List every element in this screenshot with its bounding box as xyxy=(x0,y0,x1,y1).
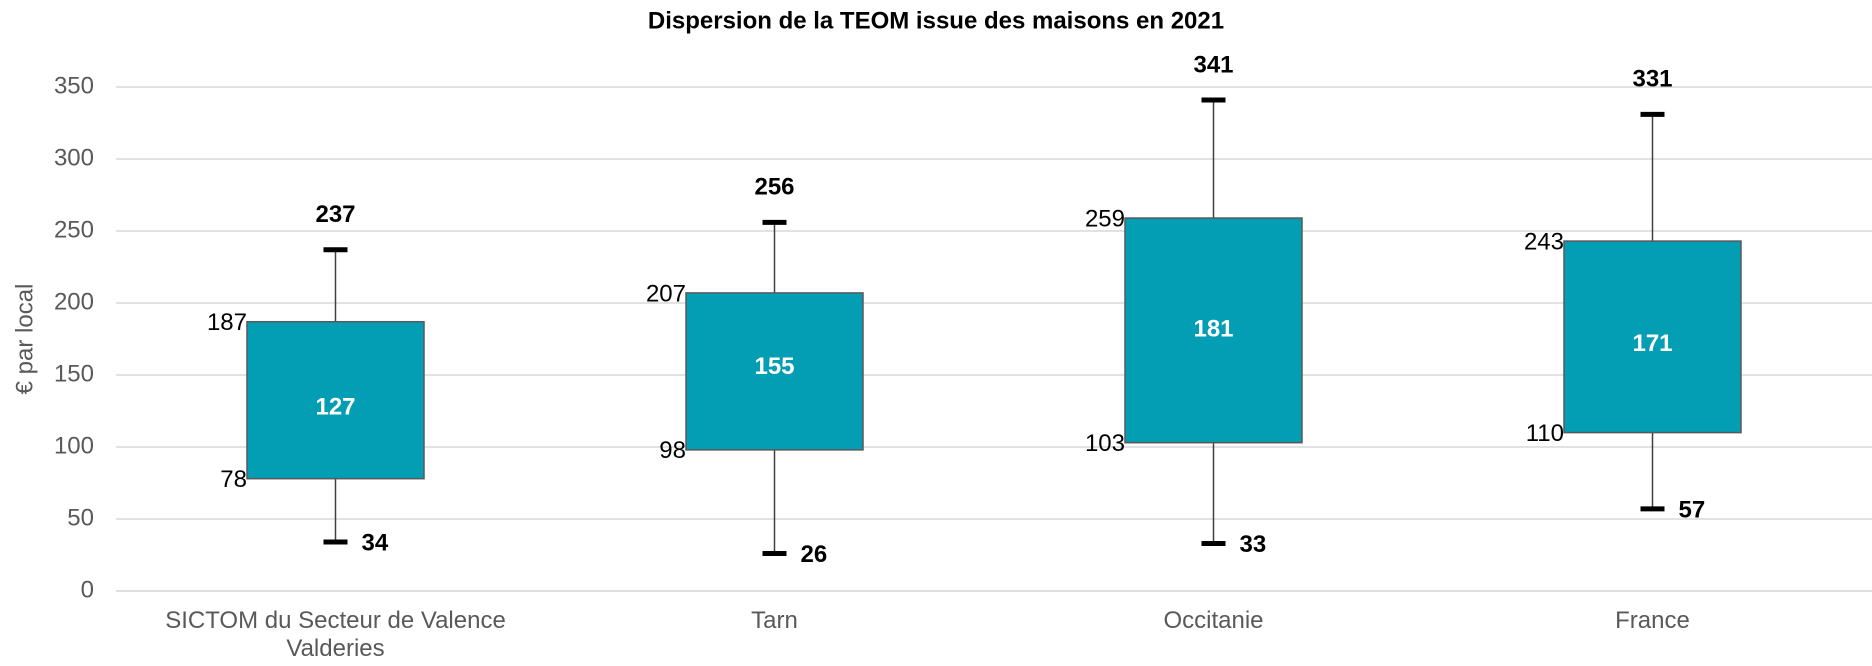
y-axis-label: € par local xyxy=(11,284,38,395)
q1-label: 78 xyxy=(220,466,247,493)
box xyxy=(1124,217,1303,444)
median-label: 171 xyxy=(1632,330,1672,357)
median-label: 181 xyxy=(1193,316,1233,343)
q3-label: 187 xyxy=(207,309,247,336)
max-label: 331 xyxy=(1632,66,1672,93)
y-tick-label: 350 xyxy=(54,72,94,99)
y-tick-label: 200 xyxy=(54,288,94,315)
max-label: 341 xyxy=(1193,51,1233,78)
x-tick-label: Occitanie xyxy=(1163,607,1264,634)
median-label: 127 xyxy=(315,393,355,420)
x-tick-label: Tarn xyxy=(751,607,798,634)
q3-label: 243 xyxy=(1524,228,1564,255)
y-tick-label: 100 xyxy=(54,432,94,459)
box xyxy=(685,292,864,451)
chart-title: Dispersion de la TEOM issue des maisons … xyxy=(648,7,1224,34)
q3-label: 259 xyxy=(1085,205,1125,232)
q1-label: 110 xyxy=(1526,420,1564,447)
max-label: 237 xyxy=(315,201,355,228)
x-tick-label: SICTOM du Secteur de Valence Valderies xyxy=(165,607,506,662)
y-tick-label: 150 xyxy=(54,360,94,387)
q1-label: 98 xyxy=(659,437,686,464)
median-label: 155 xyxy=(754,353,794,380)
y-tick-label: 250 xyxy=(54,216,94,243)
min-label: 26 xyxy=(801,541,828,568)
box xyxy=(1563,240,1742,434)
q3-label: 207 xyxy=(646,280,686,307)
y-tick-label: 0 xyxy=(81,576,94,603)
y-tick-label: 50 xyxy=(67,504,94,531)
min-label: 57 xyxy=(1679,496,1706,523)
max-label: 256 xyxy=(754,174,794,201)
x-tick-label: France xyxy=(1615,607,1690,634)
box xyxy=(246,320,425,480)
min-label: 33 xyxy=(1240,531,1267,558)
q1-label: 103 xyxy=(1085,430,1125,457)
min-label: 34 xyxy=(362,529,389,556)
y-tick-label: 300 xyxy=(54,144,94,171)
